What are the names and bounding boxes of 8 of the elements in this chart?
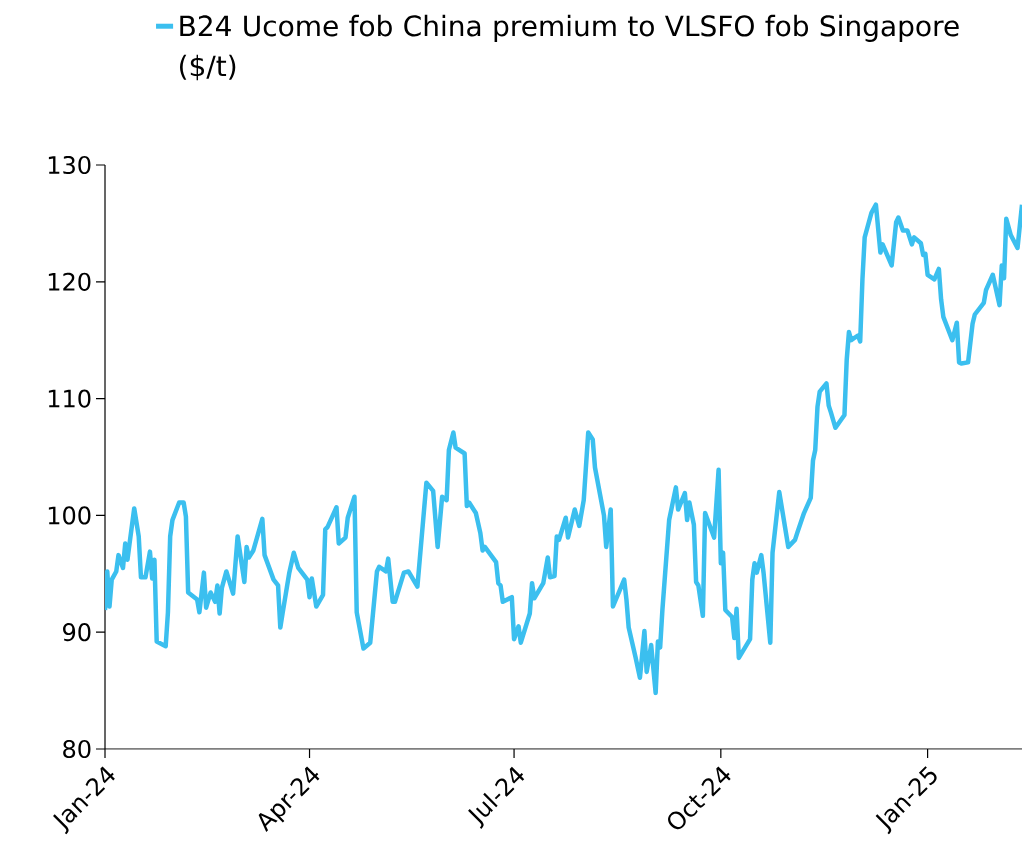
y-tick-label: 130 [48, 155, 91, 175]
y-tick-label: 80 [63, 739, 91, 759]
legend-label: B24 Ucome fob China premium to VLSFO fob Singapore ($/t) [180, 14, 959, 81]
y-tick-label: 100 [48, 506, 91, 525]
line-series [105, 202, 1022, 696]
y-tick-label: 90 [63, 623, 91, 642]
y-tick-label: 120 [48, 272, 91, 291]
y-tick-label: 110 [48, 389, 91, 408]
